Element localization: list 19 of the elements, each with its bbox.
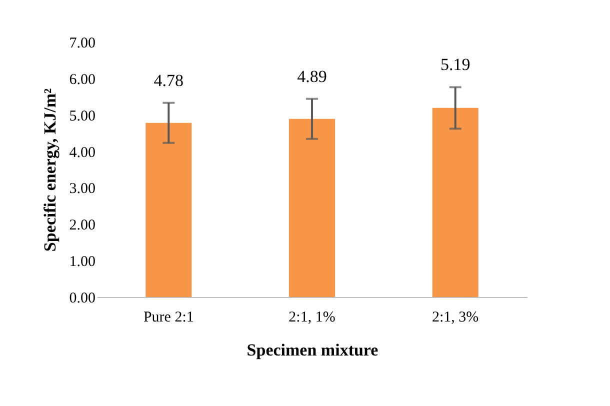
x-axis-title: Specimen mixture	[246, 340, 379, 360]
x-tick-label: 2:1, 1%	[288, 310, 336, 326]
y-tick-label: 1.00	[69, 254, 96, 270]
data-label: 4.89	[297, 66, 327, 86]
y-axis-title: Specific energy, KJ/m²	[40, 88, 60, 252]
x-tick-label: Pure 2:1	[143, 310, 194, 326]
bar	[146, 122, 192, 297]
y-tick-label: 2.00	[69, 218, 96, 234]
data-label: 4.78	[154, 70, 184, 90]
bar	[432, 108, 478, 297]
bar	[289, 118, 335, 297]
y-tick-label: 3.00	[69, 181, 96, 198]
y-tick-label: 4.00	[69, 144, 96, 161]
y-tick-label: 6.00	[69, 72, 96, 88]
y-tick-label: 7.00	[69, 36, 96, 52]
data-label: 5.19	[440, 55, 470, 74]
y-tick-label: 5.00	[69, 108, 96, 124]
x-tick-label: 2:1, 3%	[432, 310, 479, 326]
y-tick-label: 0.00	[69, 290, 96, 306]
